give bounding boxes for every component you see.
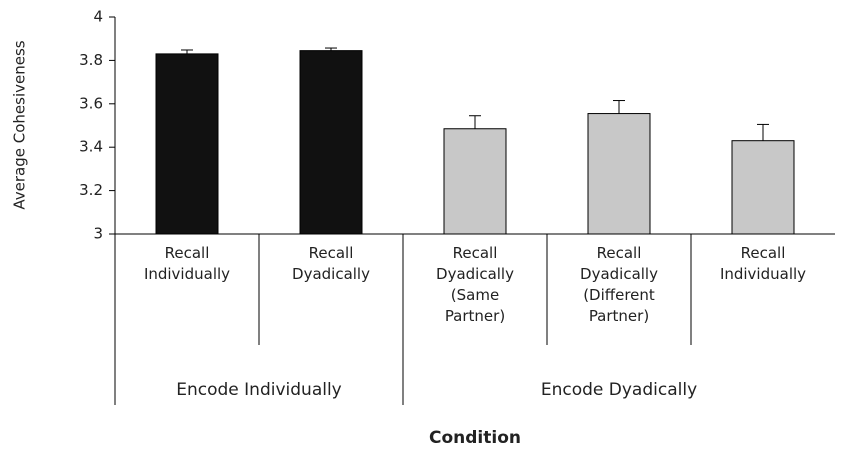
x-tick-label: Recall Dyadically [292, 244, 370, 283]
y-tick-label: 3.2 [79, 181, 103, 199]
x-tick-label: Recall Individually [143, 244, 231, 283]
bar [587, 113, 651, 235]
y-tick-label: 4 [93, 8, 103, 26]
y-tick-label: 3.6 [79, 94, 103, 112]
y-tick-label: 3.8 [79, 51, 103, 69]
bar [155, 53, 219, 235]
bar [299, 50, 363, 235]
y-tick-label: 3.4 [79, 138, 103, 156]
y-tick-label: 3 [93, 225, 103, 243]
bar [443, 128, 507, 235]
group-label: Encode Individually [176, 380, 342, 400]
group-label: Encode Dyadically [540, 380, 698, 400]
y-axis-label: Average Cohesiveness [11, 40, 29, 209]
x-axis-label: Condition [429, 428, 521, 448]
x-tick-label: Recall Dyadically (Different Partner) [580, 244, 658, 325]
bar [731, 140, 795, 235]
x-tick-label: Recall Individually [719, 244, 807, 283]
x-tick-label: Recall Dyadically (Same Partner) [436, 244, 514, 325]
